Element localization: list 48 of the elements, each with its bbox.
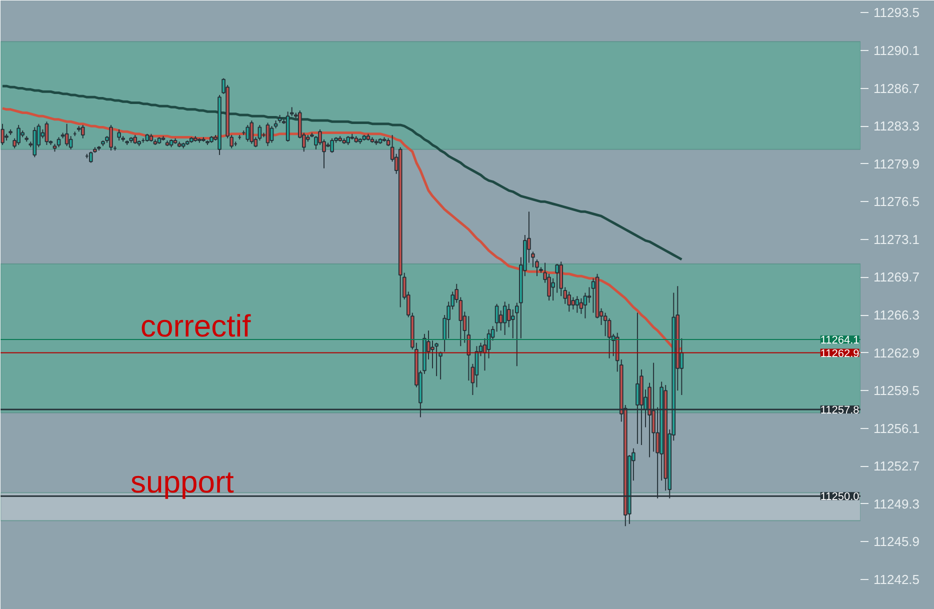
candlestick — [266, 122, 270, 147]
y-tick-label: 11245.9 — [874, 534, 920, 550]
y-tick-label: 11283.3 — [874, 118, 920, 134]
candlestick — [64, 123, 69, 147]
candlestick — [330, 138, 334, 154]
candlestick — [16, 124, 20, 146]
ref-line-label: 11250.0 — [820, 491, 860, 504]
y-tick-label: 11242.5 — [874, 572, 920, 587]
candlestick — [89, 151, 93, 164]
y-tick-label: 11252.7 — [874, 458, 920, 474]
candlestick — [80, 124, 85, 139]
candlestick — [603, 312, 608, 337]
y-tick-label: 11273.1 — [874, 232, 920, 247]
y-tick-label: 11256.1 — [874, 420, 920, 436]
y-tick-label: 11249.3 — [874, 496, 920, 512]
y-tick-label: 11266.3 — [874, 308, 920, 322]
candlestick — [117, 128, 121, 142]
candlestick — [246, 124, 250, 142]
y-tick-label: 11279.9 — [874, 156, 920, 172]
annotation: support — [130, 464, 234, 500]
ref-line-label: 11257.8 — [820, 404, 860, 416]
candlestick — [587, 286, 592, 304]
candlestick — [250, 120, 254, 144]
candlestick — [56, 136, 61, 148]
candlestick — [567, 291, 572, 312]
ref-line-label: 11262.9 — [820, 348, 860, 360]
line-series — [1, 107, 683, 351]
candlestick — [502, 301, 507, 336]
candlestick — [270, 126, 274, 144]
candlestick — [494, 303, 499, 332]
y-tick-label: 11290.1 — [874, 43, 920, 58]
y-tick-label: 11259.5 — [874, 383, 920, 398]
candlestick — [434, 342, 438, 377]
y-tick-label: 11286.7 — [874, 80, 920, 96]
candlestick — [44, 121, 49, 146]
candlestick — [591, 278, 596, 314]
candlestick — [555, 263, 559, 294]
ref-line-label: 11264.1 — [820, 334, 860, 346]
candlestick — [571, 296, 576, 310]
annotation: correctif — [140, 308, 252, 344]
candlestick — [109, 124, 113, 152]
y-tick-label: 11269.7 — [874, 270, 920, 285]
candlestick — [575, 296, 580, 314]
line-series — [1, 84, 683, 261]
candlestick — [0, 123, 4, 146]
y-tick-label: 11293.5 — [874, 5, 920, 20]
y-tick-label: 11276.5 — [874, 194, 920, 210]
y-tick-label: 11262.9 — [874, 345, 920, 360]
